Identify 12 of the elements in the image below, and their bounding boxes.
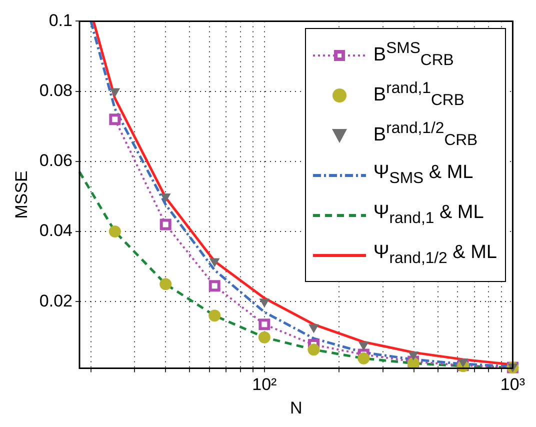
x-axis-title: N: [290, 398, 302, 418]
legend-label: Ψ$_{rand,1}$ & ML: [373, 202, 484, 228]
y-tick-label: 0.08: [39, 80, 72, 100]
y-tick-label: 0.1: [48, 10, 72, 30]
y-axis-title: MSSE: [12, 170, 31, 219]
legend-label: Ψ$_{rand,1/2}$ & ML: [373, 242, 497, 268]
x-tick-label: 10³: [500, 375, 526, 394]
y-tick-label: 0.06: [39, 151, 72, 170]
x-tick-label: 10²: [252, 375, 278, 394]
y-tick-label: 0.02: [39, 291, 72, 310]
legend-label: Ψ$_{SMS}$ & ML: [373, 162, 474, 188]
y-tick-label: 0.04: [39, 221, 72, 240]
